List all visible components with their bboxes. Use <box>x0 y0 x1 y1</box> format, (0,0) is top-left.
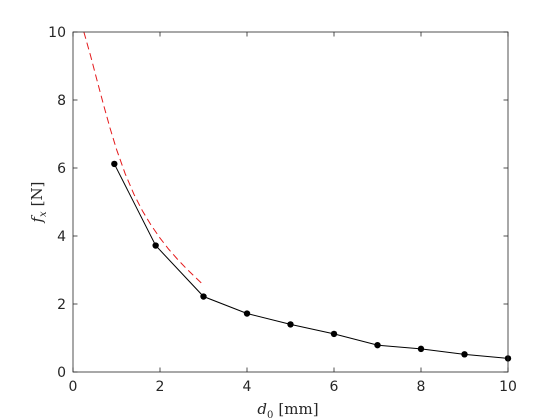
y-axis-variable: f <box>28 215 46 224</box>
data-point-marker <box>330 330 338 338</box>
x-axis-label: d0 [mm] <box>257 400 318 420</box>
x-tick-label: 8 <box>417 379 426 395</box>
x-tick-label: 4 <box>243 379 252 395</box>
data-point-marker <box>374 341 381 349</box>
y-axis-subscript: x <box>38 211 49 217</box>
data-point-marker <box>200 293 207 300</box>
y-axis-label: fx [N] <box>28 181 49 223</box>
x-axis-subscript: 0 <box>267 410 273 420</box>
x-tick-label: 10 <box>499 379 517 395</box>
axes: 0 2 4 6 8 10 0 2 4 6 8 10 <box>48 25 517 395</box>
x-tick-label: 6 <box>330 379 339 395</box>
y-tick-label: 8 <box>57 93 66 109</box>
data-point-marker <box>461 351 468 358</box>
x-tick-label: 0 <box>69 379 78 395</box>
axes-frame <box>72 31 509 373</box>
x-axis-variable: d <box>257 400 267 418</box>
y-tick-label: 4 <box>57 229 66 245</box>
y-tick-label: 10 <box>48 25 66 41</box>
y-tick-label: 0 <box>57 365 66 381</box>
y-tick-label: 6 <box>57 161 66 177</box>
data-point-marker <box>417 345 425 353</box>
measured-data-line <box>113 163 508 359</box>
x-axis-unit: [mm] <box>278 400 318 418</box>
x-tick-label: 2 <box>156 379 165 395</box>
y-tick-label: 2 <box>57 297 66 313</box>
fit-curve-dashed <box>83 32 204 286</box>
data-point-marker <box>243 310 251 317</box>
y-axis-unit: [N] <box>28 181 46 206</box>
data-point-marker <box>152 242 159 249</box>
plot-area <box>83 32 512 362</box>
data-point-marker <box>111 160 118 168</box>
data-point-marker <box>287 321 294 328</box>
